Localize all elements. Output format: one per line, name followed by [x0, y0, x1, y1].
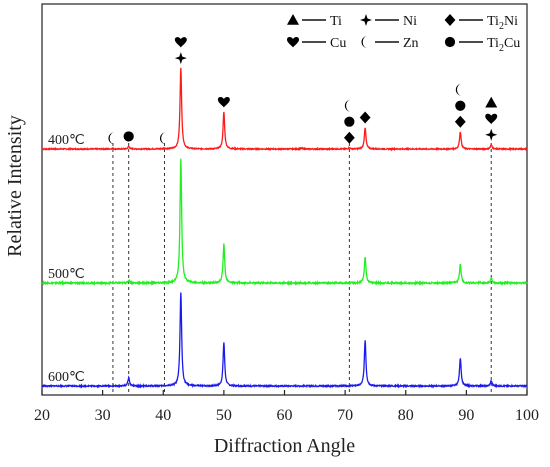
- legend-label: Cu: [330, 36, 346, 51]
- x-tick-label: 90: [458, 407, 474, 424]
- diamond-marker: [444, 14, 456, 26]
- series-layer: 400℃ 500℃ 600℃: [41, 67, 528, 389]
- circle-marker: [455, 100, 466, 111]
- series-line: [41, 158, 528, 287]
- plot-frame: [41, 3, 528, 396]
- x-tick-label: 50: [216, 407, 232, 424]
- series-line: [41, 292, 528, 389]
- diamond-marker: [359, 111, 371, 124]
- reference-lines: [112, 143, 492, 394]
- x-tick-label: 60: [277, 407, 293, 424]
- legend-label: Ti2Ni: [487, 14, 518, 32]
- series-label: 500℃: [48, 267, 85, 282]
- diamond-marker: [454, 115, 466, 128]
- star4-marker: [174, 52, 187, 65]
- star4-marker: [360, 14, 372, 26]
- x-axis: 20 30 40 50 60 70 80 90 100: [34, 390, 539, 424]
- triangle-marker: [287, 14, 299, 25]
- legend-label: Ti: [330, 14, 342, 29]
- crescent-marker: [361, 36, 368, 48]
- triangle-marker: [485, 96, 498, 108]
- star4-marker: [485, 128, 498, 141]
- circle-marker: [444, 36, 456, 48]
- crescent-marker: [159, 132, 166, 145]
- circle-marker: [123, 131, 134, 142]
- crescent-marker: [108, 132, 115, 145]
- legend-label: Ti2Cu: [487, 36, 520, 54]
- y-axis-title: Relative Intensity: [4, 115, 26, 257]
- x-tick-label: 70: [337, 407, 353, 424]
- heart-marker: [287, 37, 299, 48]
- series-label: 400℃: [48, 133, 85, 148]
- diamond-marker: [343, 131, 355, 144]
- legend-label: Zn: [403, 36, 419, 51]
- x-tick-label: 30: [95, 407, 111, 424]
- x-tick-label: 40: [155, 407, 171, 424]
- crescent-marker: [344, 99, 351, 112]
- legend-label: Ni: [403, 14, 417, 29]
- heart-marker: [174, 37, 187, 48]
- x-tick-label: 80: [398, 407, 414, 424]
- phase-markers: [108, 37, 498, 145]
- legend: Ti Ni Ti2Ni Cu Zn Ti2Cu: [287, 14, 520, 54]
- x-tick-label: 20: [34, 407, 50, 424]
- crescent-marker: [455, 83, 462, 96]
- x-axis-title: Diffraction Angle: [214, 435, 355, 457]
- circle-marker: [344, 116, 355, 127]
- heart-marker: [217, 97, 230, 108]
- series-line: [41, 67, 528, 152]
- series-label: 600℃: [48, 370, 85, 385]
- x-tick-label: 100: [515, 407, 539, 424]
- heart-marker: [485, 113, 498, 125]
